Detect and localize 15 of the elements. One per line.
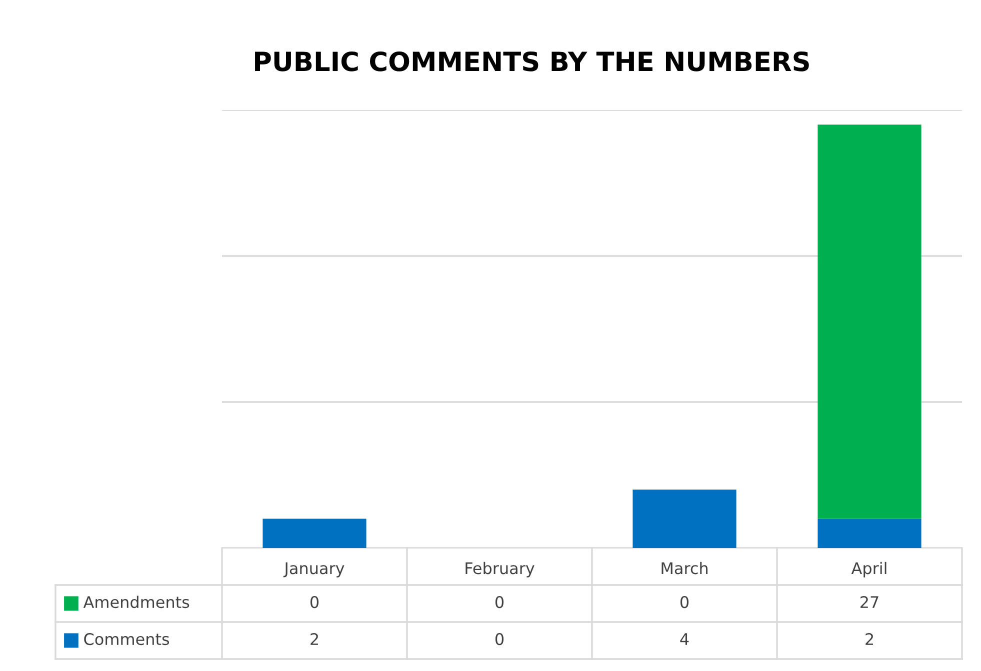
data-label: 2: [866, 633, 873, 645]
chart-title: PUBLIC COMMENTS BY THE NUMBERS: [255, 51, 809, 72]
data-label: 2: [310, 633, 318, 645]
x-tick-label: April: [851, 562, 886, 578]
data-label: 0: [495, 596, 504, 608]
data-label: 0: [680, 596, 689, 608]
data-label: 27: [860, 596, 878, 608]
legend-label: Comments: [84, 633, 170, 646]
data-label: 0: [310, 596, 319, 608]
x-tick-label: January: [283, 562, 344, 578]
legend-label: Amendments: [83, 596, 190, 608]
data-label: 0: [495, 633, 504, 646]
data-label: 4: [680, 633, 689, 645]
x-tick-label: March: [662, 562, 708, 574]
x-tick-label: February: [466, 562, 534, 578]
